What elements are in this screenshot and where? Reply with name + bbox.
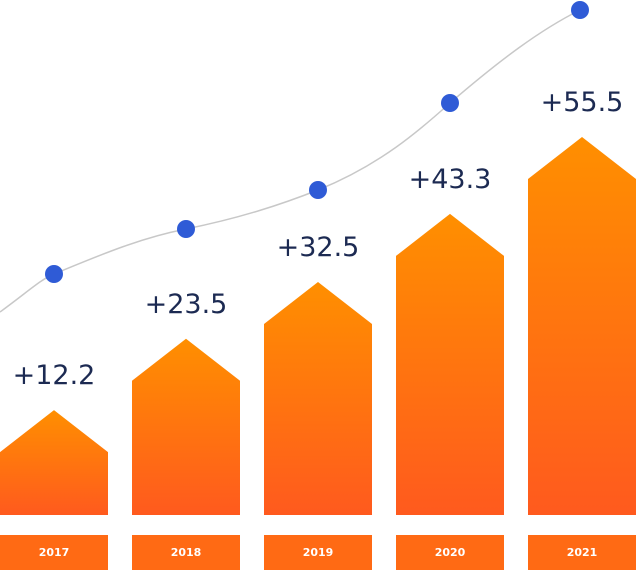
value-label: +55.5 [541, 87, 624, 118]
value-label: +12.2 [13, 360, 96, 391]
bar [132, 338, 240, 515]
x-tick-label: 2019 [303, 546, 334, 559]
bar [0, 410, 108, 515]
dot [309, 181, 327, 199]
dot [571, 1, 589, 19]
trend-dots [45, 1, 589, 283]
bar [396, 213, 504, 515]
year-box [132, 535, 240, 570]
x-tick-label: 2017 [39, 546, 70, 559]
value-label: +23.5 [145, 289, 228, 320]
dot [45, 265, 63, 283]
dot [441, 94, 459, 112]
value-label: +32.5 [277, 232, 360, 263]
year-box [528, 535, 636, 570]
x-tick-label: 2020 [435, 546, 466, 559]
year-box [396, 535, 504, 570]
bar [528, 137, 636, 515]
year-box [264, 535, 372, 570]
year-box [0, 535, 108, 570]
x-tick-label: 2018 [171, 546, 202, 559]
dot [177, 220, 195, 238]
bar [264, 282, 372, 515]
value-label: +43.3 [409, 164, 492, 195]
x-tick-label: 2021 [567, 546, 598, 559]
